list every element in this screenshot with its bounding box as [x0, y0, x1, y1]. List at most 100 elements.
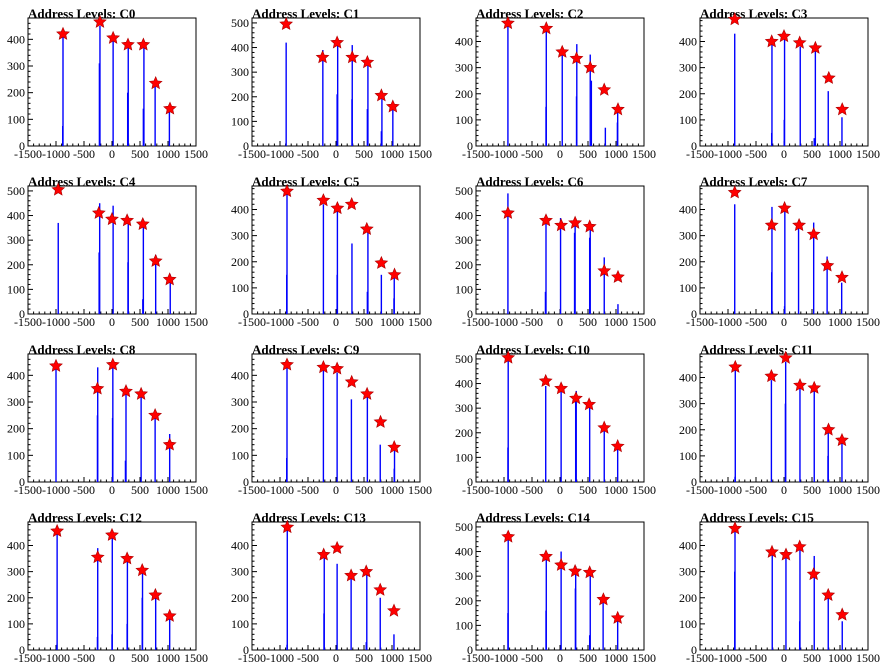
- x-tick-label: -1500: [238, 651, 266, 665]
- peak-marker: [50, 523, 65, 538]
- x-tick-label: -500: [297, 315, 319, 329]
- x-tick-label: -1000: [490, 483, 518, 497]
- x-tick-label: -1000: [490, 315, 518, 329]
- y-tick-label: 300: [231, 395, 249, 409]
- x-tick-label: -1000: [266, 483, 294, 497]
- chart-title: Address Levels: C10: [476, 342, 590, 357]
- peak-marker: [539, 21, 554, 35]
- peak-marker: [344, 568, 359, 582]
- peak-marker: [835, 607, 850, 621]
- chart-title: Address Levels: C13: [252, 510, 366, 525]
- peak-marker: [554, 381, 569, 395]
- x-tick-label: -1000: [714, 651, 742, 665]
- peak-marker: [539, 213, 553, 227]
- x-tick-label: -1500: [462, 483, 490, 497]
- chart-panel: Address Levels: C11 0 100 200 300 400 -1500 -10…: [672, 336, 896, 504]
- y-tick-label: 300: [7, 395, 25, 409]
- y-tick-label: 0: [467, 139, 473, 153]
- chart-panel: Address Levels: C5 0 100 200 300 400 -1500 -100…: [224, 168, 448, 336]
- x-tick-label: 0: [781, 483, 787, 497]
- y-tick-label: 100: [231, 281, 249, 295]
- chart-svg: 0 100 200 300 400 -1500 -1000 -500 0 500 1000 1500: [231, 353, 432, 497]
- y-tick-label: 200: [455, 87, 473, 101]
- chart-title: Address Levels: C8: [28, 342, 136, 357]
- x-tick-label: 500: [355, 315, 373, 329]
- peak-marker: [569, 51, 584, 65]
- y-tick-label: 400: [7, 32, 25, 46]
- chart-svg: 0 100 200 300 400 -1500 -1000 -500 0 500 1000 1500: [455, 15, 656, 161]
- x-tick-label: -500: [521, 315, 543, 329]
- peak-marker: [554, 557, 569, 571]
- chart-panel: Address Levels: C4 0 100 200 300 400 500 -1500-…: [0, 168, 224, 336]
- peak-marker: [793, 378, 807, 392]
- peak-marker: [374, 88, 389, 102]
- peak-marker: [387, 440, 402, 454]
- chart-svg: 0 100 200 300 400 -1500 -1000 -500 0 500 1000 1500: [679, 185, 880, 329]
- peak-marker: [555, 44, 570, 58]
- x-tick-label: 1000: [604, 483, 628, 497]
- x-tick-label: 1500: [184, 315, 208, 329]
- y-tick-label: 0: [691, 307, 697, 321]
- x-tick-label: -500: [73, 483, 95, 497]
- peak-marker: [778, 350, 793, 364]
- x-tick-label: 1500: [184, 651, 208, 665]
- x-tick-label: -1500: [686, 315, 714, 329]
- peak-marker: [93, 14, 107, 28]
- x-tick-label: -1000: [42, 315, 70, 329]
- x-tick-label: 0: [557, 483, 563, 497]
- peak-marker: [121, 37, 135, 51]
- y-tick-label: 300: [679, 229, 697, 243]
- x-tick-label: 1000: [156, 315, 180, 329]
- x-tick-label: -1000: [714, 147, 742, 161]
- y-tick-label: 100: [455, 113, 473, 127]
- peak-marker: [569, 391, 583, 405]
- peak-marker: [538, 373, 553, 387]
- x-tick-label: 1500: [856, 147, 880, 161]
- chart-title: Address Levels: C6: [476, 174, 584, 189]
- x-tick-label: 0: [781, 651, 787, 665]
- peak-marker: [120, 213, 135, 227]
- y-tick-label: 100: [679, 281, 697, 295]
- y-tick-label: 300: [231, 565, 249, 579]
- peak-marker: [90, 381, 105, 395]
- y-tick-label: 200: [679, 591, 697, 605]
- chart-title: Address Levels: C15: [700, 510, 814, 525]
- y-tick-label: 100: [455, 282, 473, 296]
- x-tick-label: -1000: [490, 147, 518, 161]
- y-tick-label: 400: [7, 539, 25, 553]
- peak-marker: [136, 37, 151, 51]
- x-tick-label: 0: [333, 315, 339, 329]
- peak-marker: [764, 368, 779, 383]
- peak-marker: [315, 50, 330, 64]
- x-tick-label: -1000: [42, 483, 70, 497]
- x-tick-label: 500: [131, 147, 149, 161]
- x-tick-label: -1500: [14, 483, 42, 497]
- x-tick-label: 1000: [380, 483, 404, 497]
- y-tick-label: 200: [7, 86, 25, 100]
- peak-marker: [280, 519, 295, 534]
- x-tick-label: 0: [557, 315, 563, 329]
- peak-marker: [162, 608, 177, 622]
- x-tick-label: -1000: [266, 315, 294, 329]
- y-tick-label: 200: [455, 594, 473, 608]
- x-tick-label: -500: [745, 483, 767, 497]
- peak-marker: [148, 408, 163, 422]
- peak-marker: [360, 55, 375, 69]
- peak-marker: [835, 432, 849, 447]
- peak-marker: [148, 253, 163, 267]
- y-tick-label: 300: [7, 59, 25, 73]
- chart-title: Address Levels: C0: [28, 6, 136, 21]
- plot-frame: [251, 521, 421, 651]
- peak-marker: [835, 270, 849, 284]
- x-tick-label: 1500: [632, 147, 656, 161]
- x-tick-label: 1500: [856, 651, 880, 665]
- x-tick-label: 0: [109, 147, 115, 161]
- y-tick-label: 200: [231, 90, 249, 104]
- x-tick-label: 0: [781, 147, 787, 161]
- y-tick-label: 500: [455, 520, 473, 534]
- peak-marker: [728, 521, 742, 535]
- y-tick-label: 500: [455, 352, 473, 366]
- x-tick-label: -500: [745, 147, 767, 161]
- chart-panel: Address Levels: C3 0 100 200 300 400 -1500 -100…: [672, 0, 896, 168]
- x-tick-label: -500: [297, 651, 319, 665]
